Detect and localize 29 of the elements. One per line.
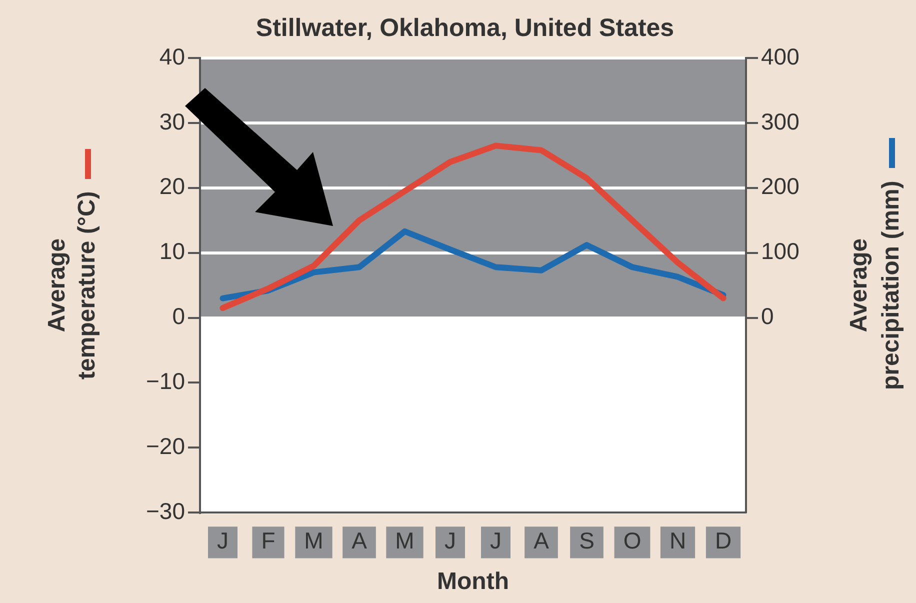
x-tick-label: S (579, 528, 594, 554)
y-tick-label: 0 (172, 303, 185, 330)
x-axis-title: Month (437, 568, 509, 596)
chart-title: Stillwater, Oklahoma, United States (256, 14, 674, 42)
y-tick-label: −10 (146, 368, 185, 394)
y-tick-label: −30 (146, 498, 185, 524)
y-tick-label: 10 (159, 238, 185, 264)
x-tick-label: M (395, 528, 414, 554)
y-tick-label: 30 (159, 108, 185, 134)
x-tick-label: J (444, 528, 456, 554)
y-tick-label: −20 (146, 433, 185, 459)
x-tick-label: A (534, 528, 550, 554)
y2-tick-label: 300 (761, 108, 800, 134)
y2-tick-label: 400 (761, 43, 800, 70)
x-tick-label: A (352, 528, 368, 554)
y-tick-label: 20 (159, 173, 185, 200)
x-tick-label: D (714, 528, 732, 554)
y-tick-label: 40 (159, 43, 185, 70)
y-axis-title: Average temperature (°C) (44, 191, 101, 380)
x-tick-label: M (304, 528, 324, 554)
y2-tick-label: 0 (761, 303, 774, 330)
y2-axis-title: Average precipitation (mm) (846, 180, 905, 390)
x-tick-label: O (623, 528, 642, 554)
x-tick-label: J (217, 528, 228, 554)
x-tick-label: F (261, 528, 276, 554)
y2-tick-label: 200 (761, 173, 800, 200)
x-tick-label: J (490, 528, 502, 554)
y2-tick-label: 100 (761, 238, 800, 264)
x-tick-label: N (669, 528, 686, 554)
